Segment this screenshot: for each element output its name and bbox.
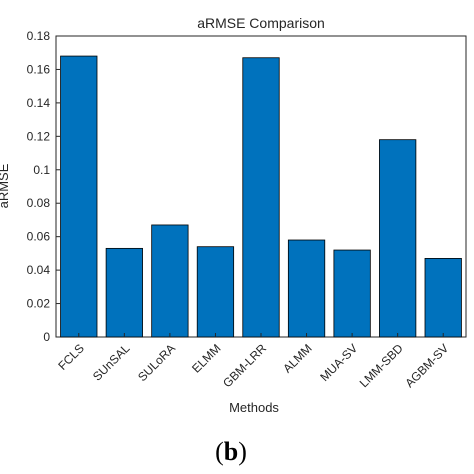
x-tick-label-fcls: FCLS — [55, 341, 87, 373]
x-tick-label-mua-sv: MUA-SV — [317, 341, 360, 384]
bar-fcls — [60, 55, 98, 338]
x-tick-label-sunsal: SUnSAL — [90, 341, 133, 384]
x-tick-label-gbm-lrr: GBM-LRR — [220, 341, 269, 390]
y-axis-label: aRMSE — [0, 163, 11, 208]
x-axis-label: Methods — [229, 400, 279, 415]
x-tick-label-elmm: ELMM — [189, 341, 223, 375]
y-tick-label: 0.06 — [27, 230, 51, 244]
panel-label-open: ( — [215, 437, 224, 466]
bar-lmm-sbd — [379, 139, 417, 338]
bar-sunsal — [105, 247, 143, 338]
x-tick-label-lmm-sbd: LMM-SBD — [357, 341, 406, 390]
panel-label-letter: b — [224, 437, 238, 466]
y-axis: 0 0.02 0.04 0.06 0.08 0.1 0.12 0.14 0.16 0.18 — [27, 29, 60, 344]
y-tick-label: 0.04 — [27, 263, 51, 277]
y-tick-label: 0.14 — [27, 96, 51, 110]
y-tick-label: 0.08 — [27, 196, 51, 210]
x-tick-label-almm: ALMM — [280, 341, 314, 375]
y-tick-label: 0.1 — [33, 163, 50, 177]
y-tick-label: 0.12 — [27, 129, 51, 143]
x-tick-label-agbm-sv: AGBM-SV — [402, 341, 451, 390]
x-tick-label-sulora: SULoRA — [135, 341, 178, 384]
bar-mua-sv — [333, 249, 371, 338]
bar-agbm-sv — [424, 258, 462, 338]
y-tick-label: 0 — [43, 330, 50, 344]
panel-label-close: ) — [238, 437, 247, 466]
bar-sulora — [151, 224, 189, 338]
panel-label: (b) — [215, 437, 247, 466]
y-tick-label: 0.18 — [27, 29, 51, 43]
y-tick-label: 0.02 — [27, 297, 51, 311]
chart-title: aRMSE Comparison — [197, 15, 325, 31]
y-tick-label: 0.16 — [27, 62, 51, 76]
bar-almm — [287, 239, 326, 338]
bar-elmm — [196, 246, 235, 338]
bar-gbm-lrr — [242, 57, 280, 338]
